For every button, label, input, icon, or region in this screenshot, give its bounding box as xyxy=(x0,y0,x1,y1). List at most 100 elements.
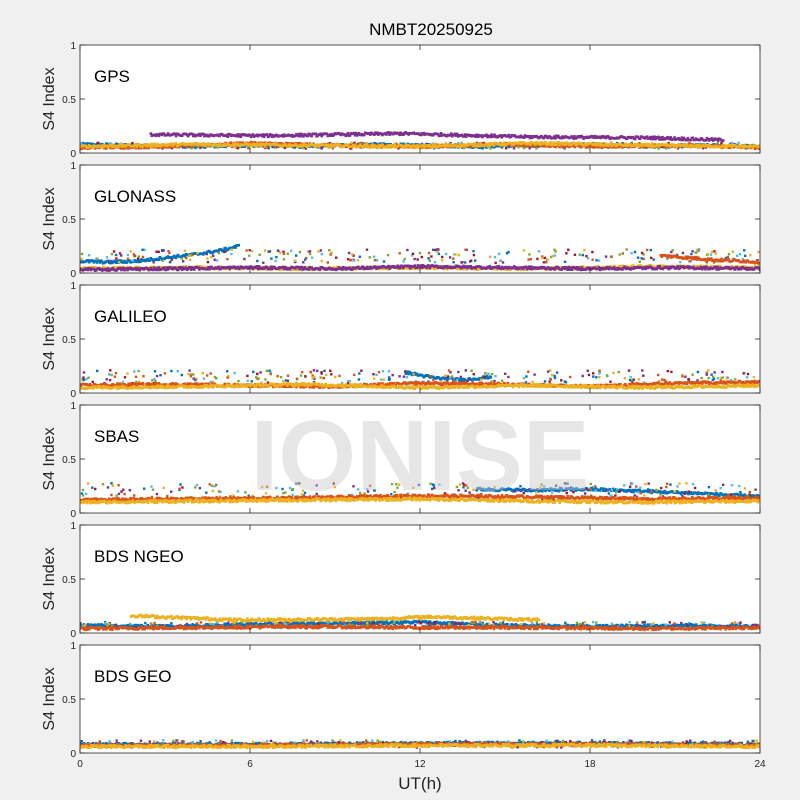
data-point xyxy=(357,131,361,135)
data-point xyxy=(114,266,117,269)
data-point xyxy=(716,142,719,145)
data-point xyxy=(319,376,322,379)
data-point xyxy=(741,257,745,261)
data-point xyxy=(372,255,376,258)
data-point xyxy=(587,257,590,260)
data-point xyxy=(304,258,307,261)
data-point xyxy=(618,145,621,149)
data-point xyxy=(293,259,297,262)
data-point xyxy=(180,134,184,137)
data-point xyxy=(488,255,492,258)
data-point xyxy=(724,144,727,148)
data-point xyxy=(568,268,572,271)
data-point xyxy=(552,136,555,140)
data-point xyxy=(209,251,212,254)
data-point xyxy=(460,266,463,270)
data-point xyxy=(446,264,449,268)
data-point xyxy=(528,136,532,140)
data-point xyxy=(248,254,251,257)
data-point xyxy=(531,143,534,146)
data-point xyxy=(727,258,730,261)
data-point xyxy=(719,264,722,268)
data-point xyxy=(115,257,118,260)
data-point xyxy=(546,370,550,373)
data-point xyxy=(90,142,94,146)
data-point xyxy=(434,142,437,145)
data-point xyxy=(567,248,570,251)
data-point xyxy=(111,145,114,149)
data-point xyxy=(141,255,145,259)
data-point xyxy=(649,135,652,139)
data-point xyxy=(504,372,507,375)
data-point xyxy=(312,369,316,372)
data-point xyxy=(741,144,745,148)
data-point xyxy=(513,134,517,137)
data-point xyxy=(448,256,452,259)
data-point xyxy=(689,143,693,147)
data-point xyxy=(193,268,196,271)
data-point xyxy=(512,144,516,148)
data-point xyxy=(138,143,141,147)
data-point xyxy=(251,133,255,136)
data-point xyxy=(712,261,716,264)
data-point xyxy=(645,142,648,146)
data-point xyxy=(123,268,126,272)
data-point xyxy=(627,369,631,372)
data-point xyxy=(687,145,691,149)
data-point xyxy=(558,143,561,147)
data-point xyxy=(404,146,408,149)
data-point xyxy=(653,146,656,150)
data-point xyxy=(264,378,267,381)
data-point xyxy=(757,147,760,150)
data-point xyxy=(375,373,378,377)
data-point xyxy=(435,264,439,268)
data-point xyxy=(96,257,99,260)
data-point xyxy=(512,147,516,150)
data-point xyxy=(376,131,379,134)
data-point xyxy=(126,265,129,269)
data-point xyxy=(522,146,526,150)
data-point xyxy=(436,145,440,149)
data-point xyxy=(121,380,125,384)
data-point xyxy=(404,370,407,373)
data-point xyxy=(522,136,526,139)
data-point xyxy=(603,145,607,149)
data-point xyxy=(598,370,601,374)
data-point xyxy=(591,250,594,254)
data-point xyxy=(263,249,267,252)
data-point xyxy=(269,133,273,137)
data-point xyxy=(676,147,680,150)
data-point xyxy=(519,142,523,146)
data-point xyxy=(207,266,210,269)
data-point xyxy=(120,259,123,262)
data-point xyxy=(731,250,735,253)
data-point xyxy=(181,146,185,149)
data-point xyxy=(574,142,578,145)
data-point xyxy=(640,257,643,260)
data-point xyxy=(716,377,720,380)
data-point xyxy=(122,266,125,270)
data-point xyxy=(649,248,652,252)
data-point xyxy=(710,264,713,268)
data-point xyxy=(308,252,312,256)
data-point xyxy=(256,267,260,270)
data-point xyxy=(689,145,692,149)
data-point xyxy=(447,369,451,372)
data-point xyxy=(413,257,416,261)
data-point xyxy=(375,259,379,262)
data-point xyxy=(660,255,664,258)
data-point xyxy=(154,134,158,138)
data-point xyxy=(307,268,310,271)
data-point xyxy=(479,265,482,269)
data-point xyxy=(137,146,140,150)
data-point xyxy=(631,135,635,139)
data-point xyxy=(636,143,639,146)
data-point xyxy=(629,268,632,271)
data-point xyxy=(269,372,272,376)
data-point xyxy=(142,375,145,378)
series-group xyxy=(80,131,760,151)
data-point xyxy=(463,135,466,138)
data-point xyxy=(449,142,452,145)
data-point xyxy=(269,371,272,374)
data-point xyxy=(137,257,140,260)
